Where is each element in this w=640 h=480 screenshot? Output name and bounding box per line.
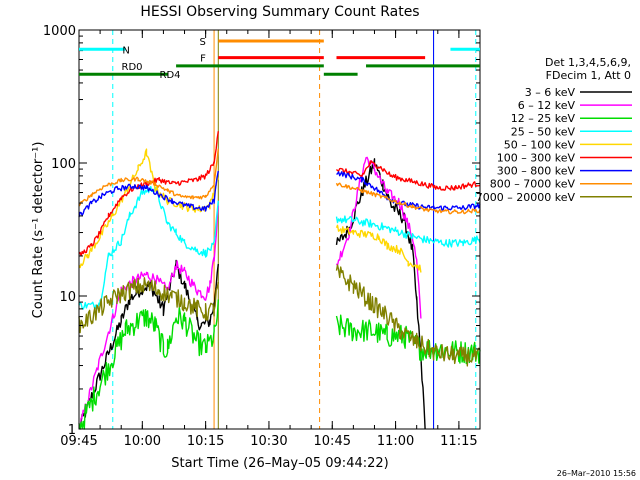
series-line-7 [78, 148, 481, 215]
y-tick-label-0: 1 [68, 423, 76, 438]
x-tick-label-5: 11:00 [377, 434, 414, 449]
y-tick-label-3: 1000 [43, 24, 76, 39]
print-timestamp: 26–Mar–2010 15:56 [557, 469, 636, 478]
legend-label-3: 25 – 50 keV [511, 125, 576, 138]
flag-label-n: N [122, 45, 129, 56]
legend-label-1: 6 – 12 keV [518, 99, 576, 112]
x-tick-label-3: 10:30 [250, 434, 287, 449]
x-tick-label-0: 09:45 [60, 434, 97, 449]
flag-label-rd0: RD0 [122, 62, 143, 73]
series-line-0 [78, 158, 426, 430]
legend-header-line-1: Det 1,3,4,5,6,9, [545, 56, 631, 69]
legend-label-5: 100 – 300 keV [497, 152, 576, 165]
status-flags: N SF RD0 RD4 [79, 37, 480, 81]
legend-label-6: 300 – 800 keV [497, 165, 576, 178]
y-tick-label-1: 10 [59, 290, 76, 305]
legend-label-2: 12 – 25 keV [511, 112, 576, 125]
series-line-5 [78, 131, 481, 257]
flag-label-rd4: RD4 [160, 70, 181, 81]
y-axis-label: Count Rate (s⁻¹ detector⁻¹) [31, 142, 46, 319]
plot-area [78, 30, 481, 430]
x-tick-label-1: 10:00 [124, 434, 161, 449]
legend-label-0: 3 – 6 keV [525, 86, 576, 99]
legend-label-8: 7000 – 20000 keV [476, 191, 576, 204]
x-tick-label-2: 10:15 [187, 434, 224, 449]
x-axis-label: Start Time (26–May–05 09:44:22) [171, 456, 388, 471]
legend-label-4: 50 – 100 keV [504, 138, 576, 151]
series-line-8 [78, 264, 481, 367]
x-tick-label-6: 11:15 [440, 434, 477, 449]
flag-label-s: S [199, 37, 205, 48]
series-line-2 [78, 299, 481, 430]
flag-label-f: F [200, 54, 206, 65]
y-tick-label-2: 100 [51, 157, 76, 172]
legend-label-7: 800 – 7000 keV [490, 178, 576, 191]
x-tick-label-4: 10:45 [314, 434, 351, 449]
plot-frame [78, 29, 481, 430]
axes: 09:45 10:00 10:15 10:30 10:45 11:00 11:15 1 10 10… [43, 24, 481, 449]
legend-header-line-2: FDecim 1, Att 0 [546, 69, 631, 82]
chart-title: HESSI Observing Summary Count Rates [140, 4, 419, 20]
series-line-6 [78, 170, 481, 218]
series-line-4 [78, 148, 422, 273]
